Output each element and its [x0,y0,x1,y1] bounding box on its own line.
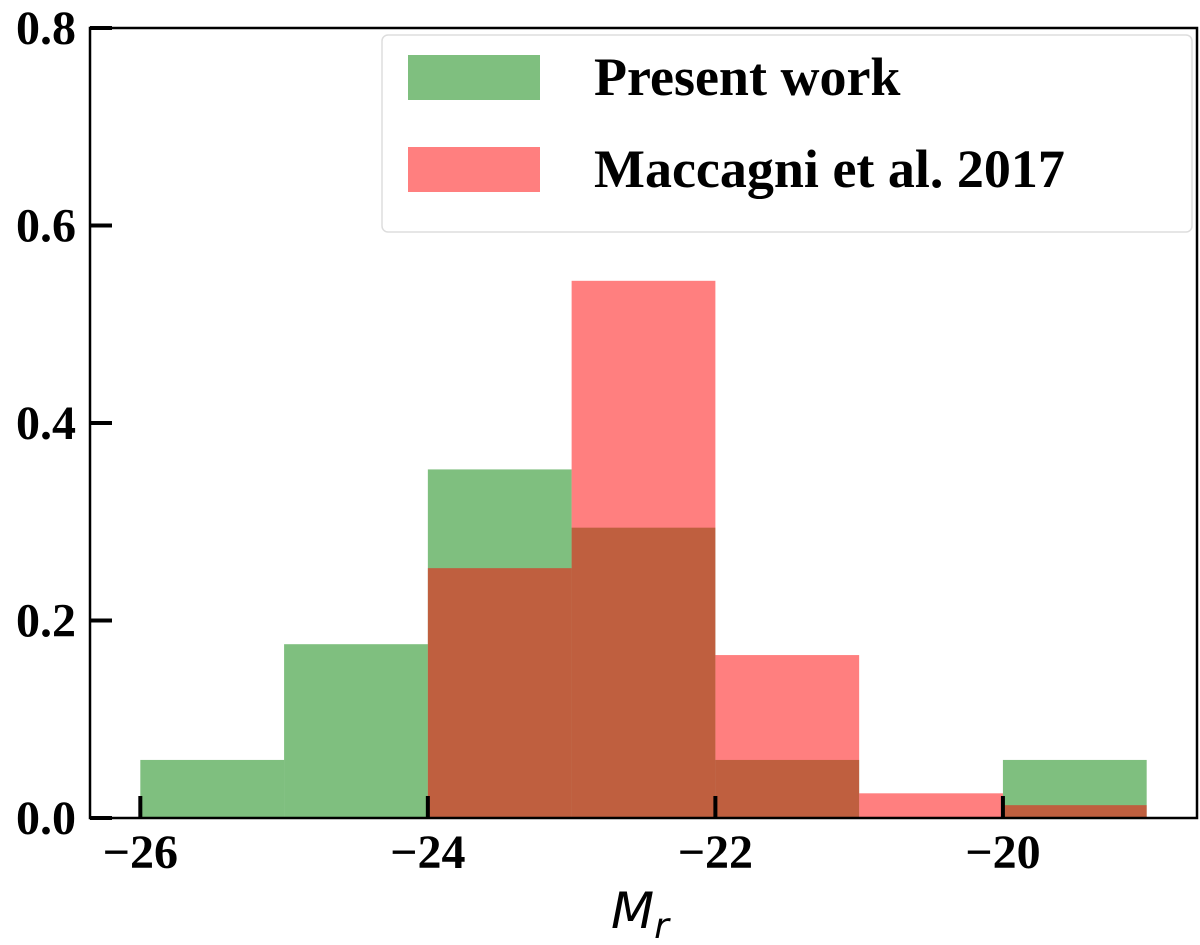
legend-label: Present work [594,47,900,107]
x-tick-label: −24 [390,826,465,879]
legend-swatch [408,147,540,192]
x-tick-label: −26 [103,826,178,879]
x-tick-label: −20 [965,826,1040,879]
legend-box [381,34,1193,233]
x-label-sub: r [654,906,671,945]
histogram-bar [715,655,860,818]
y-tick-label: 0.8 [16,2,76,55]
histogram-bar [284,644,428,818]
x-tick-label: −22 [678,826,753,879]
x-label-main: M [611,882,654,940]
legend-label: Maccagni et al. 2017 [594,139,1065,199]
histogram-bar [1002,805,1147,818]
y-tick-label: 0.0 [16,792,76,845]
y-tick-label: 0.6 [16,200,76,253]
legend-swatch [408,55,540,100]
legend: Present work Maccagni et al. 2017 [381,34,1193,233]
y-tick-label: 0.2 [16,595,76,648]
histogram-bar [427,568,572,818]
histogram-bar [140,759,285,818]
y-tick-label: 0.4 [16,397,76,450]
histogram-bar [859,793,1003,818]
histogram-bar [571,280,716,818]
x-axis-label: Mr [611,882,671,945]
